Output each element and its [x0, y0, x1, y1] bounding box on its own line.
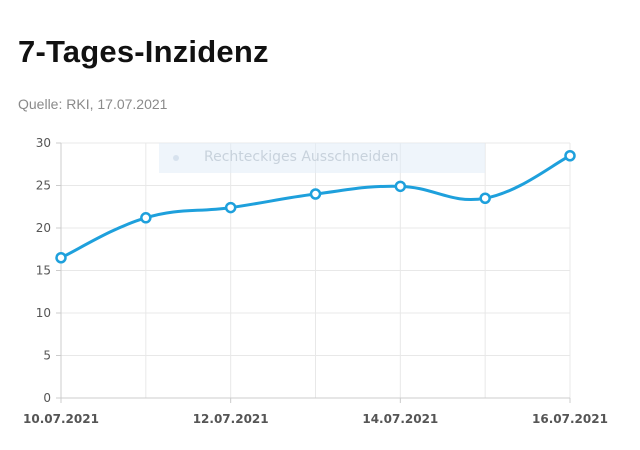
- data-point[interactable]: [224, 201, 237, 214]
- y-tick-label: 5: [43, 349, 51, 363]
- x-tick-label: 14.07.2021: [362, 412, 438, 426]
- x-tick-label: 12.07.2021: [193, 412, 269, 426]
- chart-grid: [61, 142, 571, 398]
- y-tick-label: 30: [36, 136, 51, 150]
- data-point[interactable]: [55, 252, 67, 264]
- chart-title: 7-Tages-Inzidenz: [18, 34, 269, 69]
- x-tick-label: 16.07.2021: [532, 412, 608, 426]
- x-tick-label: 10.07.2021: [23, 412, 99, 426]
- data-point[interactable]: [394, 180, 407, 193]
- y-axis-labels: 0 5 10 15 20 25 30: [36, 136, 51, 405]
- tooltip-label: Rechteckiges Ausschneiden: [204, 149, 399, 165]
- dot-icon: [173, 155, 179, 161]
- data-point[interactable]: [309, 188, 322, 200]
- y-tick-label: 0: [43, 391, 51, 405]
- y-tick-label: 10: [36, 306, 51, 320]
- selection-tooltip: Rechteckiges Ausschneiden: [159, 143, 485, 173]
- y-tick-label: 25: [36, 179, 51, 193]
- y-tick-label: 15: [36, 264, 51, 278]
- data-point[interactable]: [140, 212, 152, 224]
- data-point[interactable]: [564, 150, 576, 162]
- source-note: Quelle: RKI, 17.07.2021: [18, 96, 168, 112]
- chart-axes: [56, 142, 571, 403]
- data-point[interactable]: [479, 192, 491, 204]
- x-axis-labels: 10.07.2021 12.07.2021 14.07.2021 16.07.2021: [23, 412, 608, 426]
- y-tick-label: 20: [36, 221, 51, 235]
- chart-series: [55, 150, 576, 264]
